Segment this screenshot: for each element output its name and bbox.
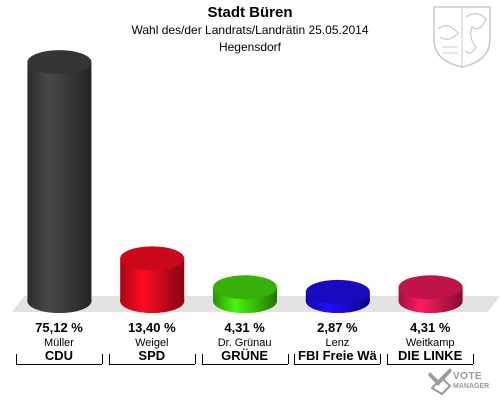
- party-bracket-right: [102, 354, 103, 364]
- party-underline: [108, 364, 195, 365]
- candidate-label: Weitkamp: [405, 337, 455, 349]
- chart-location: Hegensdorf: [218, 40, 282, 54]
- bar-bottom-cap: [27, 289, 92, 313]
- bar-body: [27, 62, 92, 301]
- party-bracket-right: [380, 354, 382, 364]
- party-underline: [16, 364, 102, 365]
- bar-value-label: 2,87 %: [317, 320, 358, 335]
- chart-title: Stadt Büren: [207, 4, 293, 21]
- bar-top-cap: [120, 246, 185, 271]
- votemanager-logo-icon: [428, 368, 452, 396]
- bar-value-label: 4,31 %: [409, 320, 451, 335]
- party-bracket-right: [194, 354, 196, 364]
- party-label: FBI Freie Wä: [298, 348, 377, 363]
- bar-top-cap: [213, 275, 277, 300]
- chart-back-wall: [24, 0, 500, 296]
- party-label: CDU: [44, 348, 74, 363]
- party-label: GRÜNE: [221, 348, 269, 363]
- candidate-label: Dr. Grünau: [217, 337, 272, 349]
- bar-top-cap: [305, 279, 370, 304]
- bar-2: [120, 246, 185, 313]
- candidate-label: Müller: [44, 337, 74, 349]
- bar-top-cap: [398, 275, 463, 300]
- watermark-manager: MANAGER: [453, 383, 490, 390]
- party-label: SPD: [138, 348, 166, 363]
- party-bracket-left: [294, 354, 296, 364]
- candidate-label: Weigel: [135, 337, 169, 349]
- bar-value-label: 13,40 %: [127, 320, 176, 335]
- bar-value-label: 75,12 %: [35, 320, 83, 335]
- party-underline: [201, 364, 288, 365]
- bar-value-label: 4,31 %: [224, 320, 265, 335]
- bar-1: [27, 50, 92, 313]
- candidate-label: Lenz: [325, 337, 350, 349]
- coat-of-arms-icon: [433, 6, 491, 68]
- bar-3: [213, 275, 277, 313]
- party-underline: [294, 364, 381, 365]
- bar-5: [398, 275, 463, 313]
- bar-bottom-cap: [120, 289, 185, 313]
- bar-top-cap: [27, 50, 92, 75]
- bar-4: [305, 279, 370, 313]
- party-bracket-right: [473, 354, 475, 364]
- party-underline: [387, 364, 474, 365]
- watermark-vote: VOTE: [453, 371, 483, 382]
- party-bracket-left: [16, 354, 17, 364]
- chart-subtitle: Wahl des/der Landrats/Landrätin 25.05.20…: [131, 23, 369, 37]
- party-bracket-left: [108, 354, 110, 364]
- party-bracket-right: [287, 354, 289, 364]
- party-label: DIE LINKE: [398, 348, 463, 363]
- party-bracket-left: [387, 354, 389, 364]
- party-bracket-left: [201, 354, 203, 364]
